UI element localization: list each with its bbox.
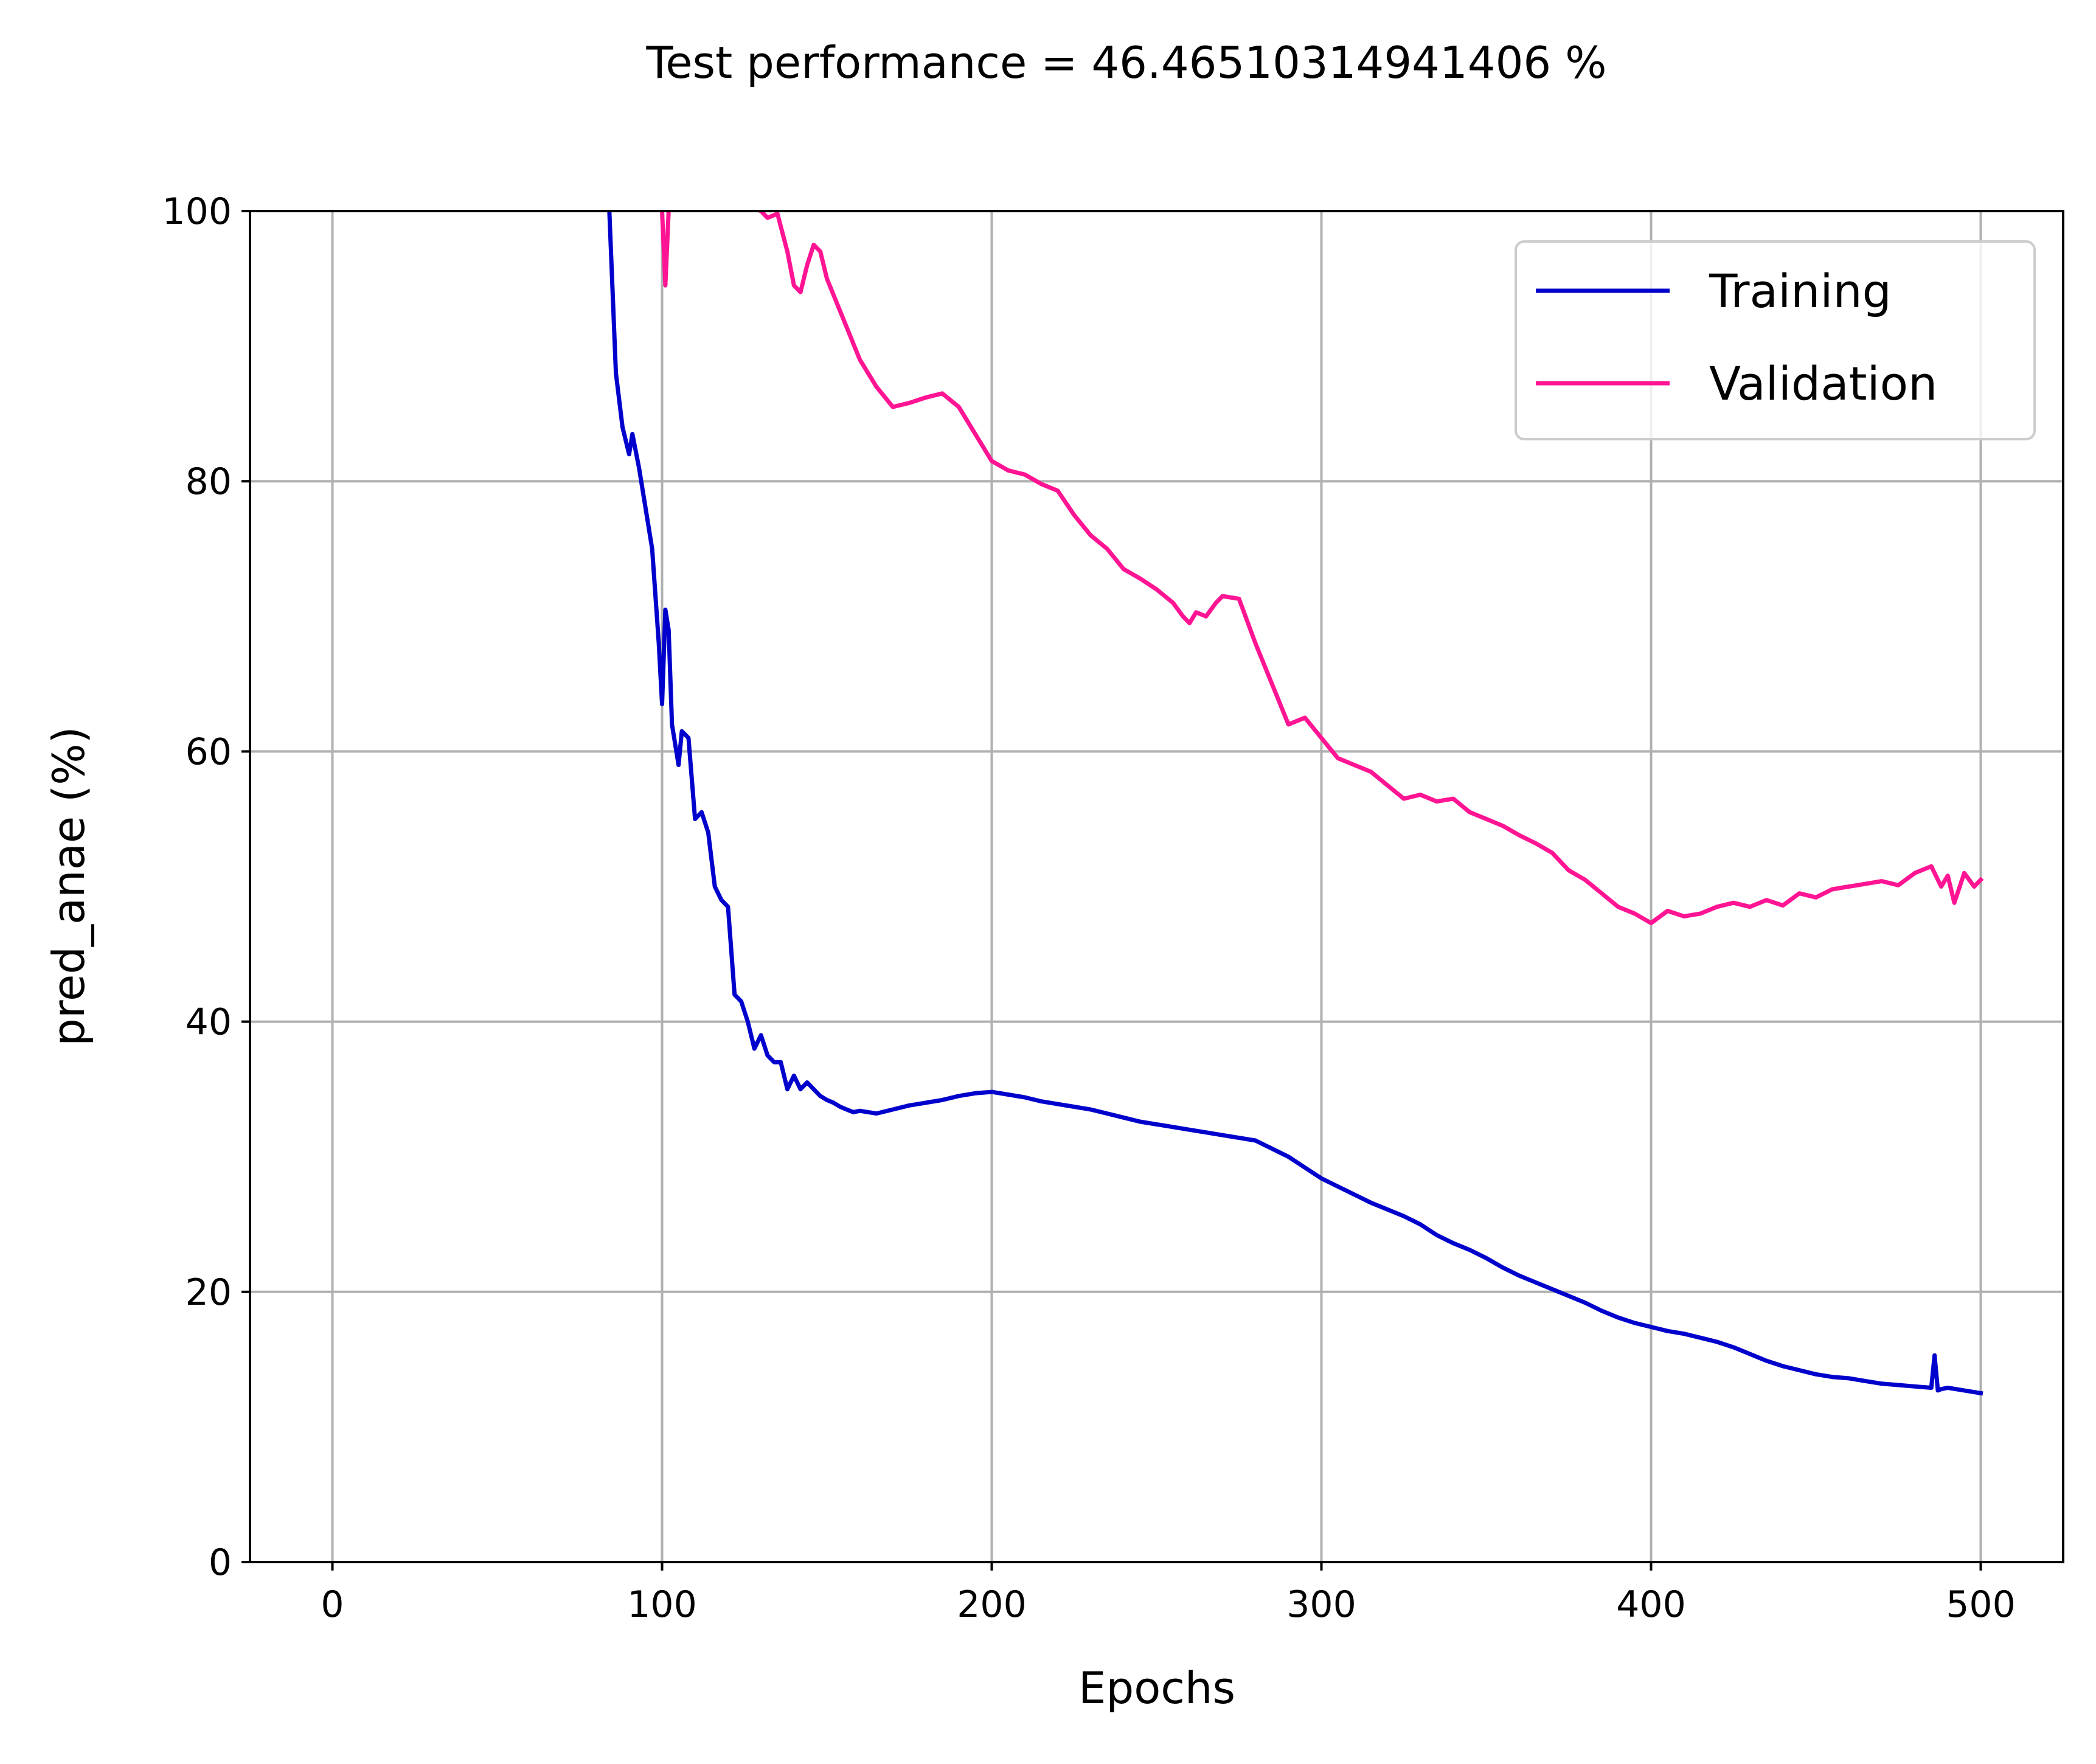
- series-line-training: [607, 211, 1983, 1396]
- x-tick-label: 200: [957, 1583, 1027, 1626]
- y-axis-label: pred_anae (%): [43, 726, 94, 1046]
- legend-label-validation: Validation: [1709, 356, 1937, 411]
- y-tick-label: 60: [186, 731, 232, 773]
- x-tick-label: 400: [1616, 1583, 1686, 1626]
- x-tick-label: 100: [627, 1583, 697, 1626]
- legend: Training Validation: [1515, 240, 2036, 440]
- chart-title: Test performance = 46.46510314941406 %: [645, 37, 1606, 88]
- x-axis-label: Epochs: [1078, 1662, 1235, 1714]
- x-tick-label: 300: [1286, 1583, 1356, 1626]
- y-tick-label: 0: [209, 1541, 232, 1584]
- series-lines: [607, 211, 1984, 1396]
- x-tick-label: 500: [1946, 1583, 2016, 1626]
- series-line-validation: [659, 211, 1984, 925]
- plot-area-frame: [249, 210, 2064, 1563]
- grid: [250, 210, 2063, 1563]
- y-tick-label: 20: [186, 1271, 232, 1314]
- y-axis-ticks: 0 20 40 60 80 100: [162, 190, 250, 1584]
- x-axis-ticks: 0 100 200 300 400 500: [321, 1562, 2016, 1626]
- y-tick-label: 100: [162, 190, 232, 233]
- x-tick-label: 0: [321, 1583, 344, 1626]
- y-tick-label: 40: [186, 1001, 232, 1044]
- y-tick-label: 80: [186, 460, 232, 503]
- legend-label-training: Training: [1709, 264, 1892, 318]
